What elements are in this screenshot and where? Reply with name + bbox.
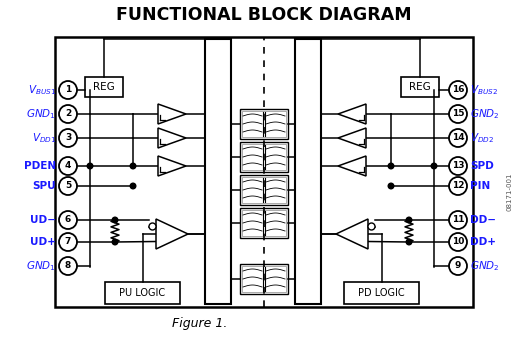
Bar	[401, 77, 439, 97]
Text: PD LOGIC: PD LOGIC	[358, 288, 405, 298]
Text: $V_{DD2}$: $V_{DD2}$	[470, 131, 494, 145]
Text: PU LOGIC: PU LOGIC	[119, 288, 166, 298]
Text: REG: REG	[93, 82, 115, 92]
Bar	[205, 39, 231, 304]
Text: 15: 15	[452, 109, 464, 118]
Text: 8: 8	[65, 261, 71, 270]
Text: 08171-001: 08171-001	[507, 173, 513, 211]
Circle shape	[388, 183, 394, 189]
Bar	[240, 175, 288, 205]
Circle shape	[449, 211, 467, 229]
Bar	[242, 177, 286, 203]
Text: $V_{BUS1}$: $V_{BUS1}$	[28, 83, 56, 97]
Bar	[242, 266, 286, 292]
Circle shape	[59, 129, 77, 147]
Bar	[242, 111, 286, 137]
Text: 14: 14	[451, 134, 464, 143]
Text: SPU: SPU	[32, 181, 56, 191]
Circle shape	[59, 105, 77, 123]
Circle shape	[149, 223, 156, 230]
Circle shape	[406, 239, 412, 245]
Text: 3: 3	[65, 134, 71, 143]
Text: 1: 1	[65, 85, 71, 94]
Circle shape	[59, 211, 77, 229]
Text: 2: 2	[65, 109, 71, 118]
Text: 9: 9	[455, 261, 461, 270]
Circle shape	[449, 177, 467, 195]
Text: $GND_2$: $GND_2$	[470, 259, 499, 273]
Bar	[295, 39, 321, 304]
Text: 16: 16	[452, 85, 464, 94]
Text: FUNCTIONAL BLOCK DIAGRAM: FUNCTIONAL BLOCK DIAGRAM	[116, 6, 412, 24]
Bar	[85, 77, 123, 97]
Text: $V_{DD1}$: $V_{DD1}$	[32, 131, 56, 145]
Circle shape	[449, 129, 467, 147]
Polygon shape	[158, 128, 186, 148]
Polygon shape	[338, 104, 366, 124]
Circle shape	[59, 157, 77, 175]
Text: $GND_1$: $GND_1$	[26, 107, 56, 121]
Text: DD+: DD+	[470, 237, 496, 247]
Text: 6: 6	[65, 215, 71, 224]
Polygon shape	[338, 128, 366, 148]
Text: 13: 13	[452, 161, 464, 171]
Bar	[105, 282, 180, 304]
Bar	[242, 210, 286, 236]
Circle shape	[406, 217, 412, 223]
Circle shape	[368, 223, 375, 230]
Bar	[55, 37, 473, 307]
Circle shape	[112, 217, 118, 223]
Circle shape	[112, 239, 118, 245]
Circle shape	[59, 257, 77, 275]
Bar	[240, 208, 288, 238]
Bar	[344, 282, 419, 304]
Circle shape	[59, 81, 77, 99]
Circle shape	[130, 183, 136, 189]
Circle shape	[59, 233, 77, 251]
Text: 5: 5	[65, 181, 71, 190]
Circle shape	[449, 81, 467, 99]
Polygon shape	[338, 156, 366, 176]
Polygon shape	[158, 104, 186, 124]
Text: UD+: UD+	[30, 237, 56, 247]
Circle shape	[388, 163, 394, 169]
Circle shape	[59, 177, 77, 195]
Circle shape	[449, 233, 467, 251]
Bar	[240, 109, 288, 139]
Circle shape	[87, 163, 93, 169]
Circle shape	[431, 163, 437, 169]
Polygon shape	[156, 219, 188, 249]
Circle shape	[449, 157, 467, 175]
Bar	[242, 144, 286, 170]
Text: 10: 10	[452, 237, 464, 247]
Text: UD−: UD−	[30, 215, 56, 225]
Text: PDEN: PDEN	[24, 161, 56, 171]
Circle shape	[130, 163, 136, 169]
Text: REG: REG	[409, 82, 431, 92]
Text: 4: 4	[65, 161, 71, 171]
Text: 12: 12	[452, 181, 464, 190]
Text: $V_{BUS2}$: $V_{BUS2}$	[470, 83, 498, 97]
Text: $GND_1$: $GND_1$	[26, 259, 56, 273]
Text: 11: 11	[452, 215, 464, 224]
Text: $GND_2$: $GND_2$	[470, 107, 499, 121]
Text: DD−: DD−	[470, 215, 496, 225]
Circle shape	[449, 105, 467, 123]
Text: SPD: SPD	[470, 161, 494, 171]
Polygon shape	[158, 156, 186, 176]
Text: Figure 1.: Figure 1.	[172, 317, 228, 331]
Text: 7: 7	[65, 237, 71, 247]
Text: PIN: PIN	[470, 181, 491, 191]
Bar	[240, 264, 288, 294]
Circle shape	[449, 257, 467, 275]
Polygon shape	[336, 219, 368, 249]
Bar	[240, 142, 288, 172]
